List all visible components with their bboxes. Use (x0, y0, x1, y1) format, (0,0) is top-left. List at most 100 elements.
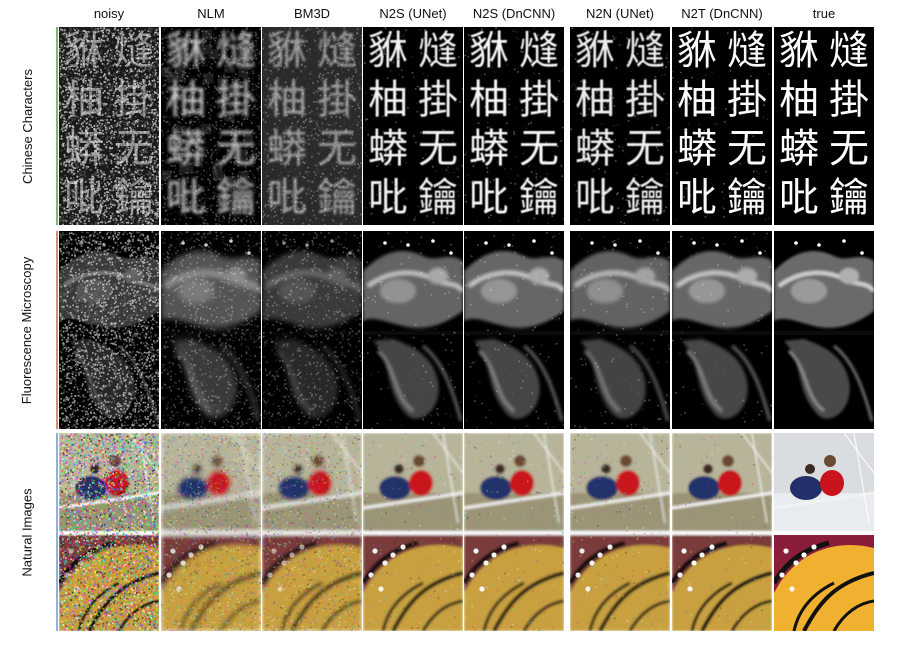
patch-artifacts (161, 29, 257, 215)
column-header-noisy: noisy (93, 6, 125, 21)
character-glyph: 鑰 (727, 175, 767, 221)
row-accent-bar (56, 433, 58, 631)
noise-layer (161, 231, 261, 429)
panel-image (774, 433, 874, 631)
scene (262, 433, 362, 631)
panel-chinese-characters-bm3d: 貅熢柚掛蟒无吡鑰 (262, 27, 362, 225)
panel-image: 貅熢柚掛蟒无吡鑰 (363, 27, 463, 225)
scene (774, 433, 874, 631)
character-glyph: 掛 (727, 77, 767, 123)
character-glyph: 鑰 (317, 175, 357, 221)
noise-layer (570, 235, 670, 429)
panel-image: 貅熢柚掛蟒无吡鑰 (672, 27, 772, 225)
character-glyphs: 貅熢柚掛蟒无吡鑰 (677, 28, 767, 221)
row-label-fluorescence-microscopy: Fluorescence Microscopy (0, 231, 54, 429)
character-glyph: 掛 (418, 77, 458, 123)
row-label-text: Natural Images (19, 487, 35, 577)
character-glyph: 貅 (267, 28, 307, 74)
character-glyph: 蟒 (267, 126, 307, 172)
panel-fluorescence-microscopy-noisy (59, 231, 159, 429)
panel-image: 貅熢柚掛蟒无吡鑰 (262, 27, 362, 225)
noise-layer (464, 433, 564, 631)
character-glyph: 无 (216, 126, 256, 172)
wing-spots (166, 544, 204, 592)
character-glyph: 吡 (166, 175, 206, 221)
cell-structures (464, 251, 564, 422)
bright-spots (590, 239, 660, 255)
noise-layer (363, 433, 463, 631)
wing-spots (267, 544, 305, 592)
noise-layer (262, 433, 362, 631)
column-header-n2n-unet: N2N (UNet) (586, 6, 654, 21)
character-glyph: 柚 (575, 77, 615, 123)
character-glyph: 貅 (368, 28, 408, 74)
panel-image (464, 231, 564, 429)
panel-fluorescence-microscopy-true (774, 231, 874, 429)
column-header-bm3d: BM3D (293, 6, 331, 21)
character-glyph: 鑰 (519, 175, 559, 221)
character-glyph: 吡 (677, 175, 717, 221)
panel-image (672, 231, 772, 429)
noise-layer (161, 27, 261, 225)
noise-layer (570, 27, 670, 225)
character-glyph: 柚 (166, 77, 206, 123)
character-glyph: 吡 (368, 175, 408, 221)
character-glyph: 貅 (779, 28, 819, 74)
character-glyph: 貅 (575, 28, 615, 74)
noise-layer (363, 27, 463, 224)
character-glyph: 貅 (166, 28, 206, 74)
panel-image: 貅熢柚掛蟒无吡鑰 (570, 27, 670, 225)
panel-natural-images-n2s-dncnn (464, 433, 564, 631)
panel-image (262, 433, 362, 631)
panel-natural-images-bm3d (262, 433, 362, 631)
panel-fluorescence-microscopy-n2s-unet (363, 231, 463, 429)
noise-layer (464, 27, 564, 225)
noise-layer (59, 433, 159, 631)
column-header-true: true (812, 6, 836, 21)
character-glyph: 熢 (418, 28, 458, 74)
character-glyph: 熢 (216, 28, 256, 74)
panel-fluorescence-microscopy-bm3d (262, 231, 362, 429)
noise-layer (363, 231, 463, 429)
wing-spots (368, 544, 406, 592)
panel-chinese-characters-n2n-unet: 貅熢柚掛蟒无吡鑰 (570, 27, 670, 225)
row-label-chinese-characters: Chinese Characters (0, 27, 54, 225)
character-glyph: 掛 (216, 77, 256, 123)
character-glyph: 熢 (317, 28, 357, 74)
character-glyph: 蟒 (368, 126, 408, 172)
character-glyph: 鑰 (625, 175, 665, 221)
cell-structures (672, 251, 772, 422)
bright-spots (692, 239, 762, 255)
character-glyph: 吡 (779, 175, 819, 221)
panel-image (363, 433, 463, 631)
character-glyph: 无 (625, 126, 665, 172)
character-glyph: 柚 (267, 77, 307, 123)
column-header-n2s-unet: N2S (UNet) (379, 6, 447, 21)
character-glyph: 吡 (267, 175, 307, 221)
character-glyph: 鑰 (418, 175, 458, 221)
noise-layer (59, 27, 159, 225)
character-glyph: 柚 (469, 77, 509, 123)
wing-spots (779, 544, 817, 592)
character-glyph: 掛 (829, 77, 869, 123)
noise-layer (464, 232, 564, 429)
panel-chinese-characters-n2s-dncnn: 貅熢柚掛蟒无吡鑰 (464, 27, 564, 225)
scene (672, 433, 772, 631)
bright-spots (181, 239, 251, 255)
character-glyph: 熢 (625, 28, 665, 74)
panel-image (363, 231, 463, 429)
noise-layer (672, 27, 772, 222)
bright-spots (484, 239, 554, 255)
panel-image (262, 231, 362, 429)
wing-spots (575, 544, 613, 592)
panel-natural-images-noisy (59, 433, 159, 631)
character-glyph: 掛 (625, 77, 665, 123)
character-glyph: 吡 (575, 175, 615, 221)
character-glyph: 鑰 (216, 175, 256, 221)
panel-fluorescence-microscopy-n2s-dncnn (464, 231, 564, 429)
panel-natural-images-true (774, 433, 874, 631)
wing-spots (469, 544, 507, 592)
